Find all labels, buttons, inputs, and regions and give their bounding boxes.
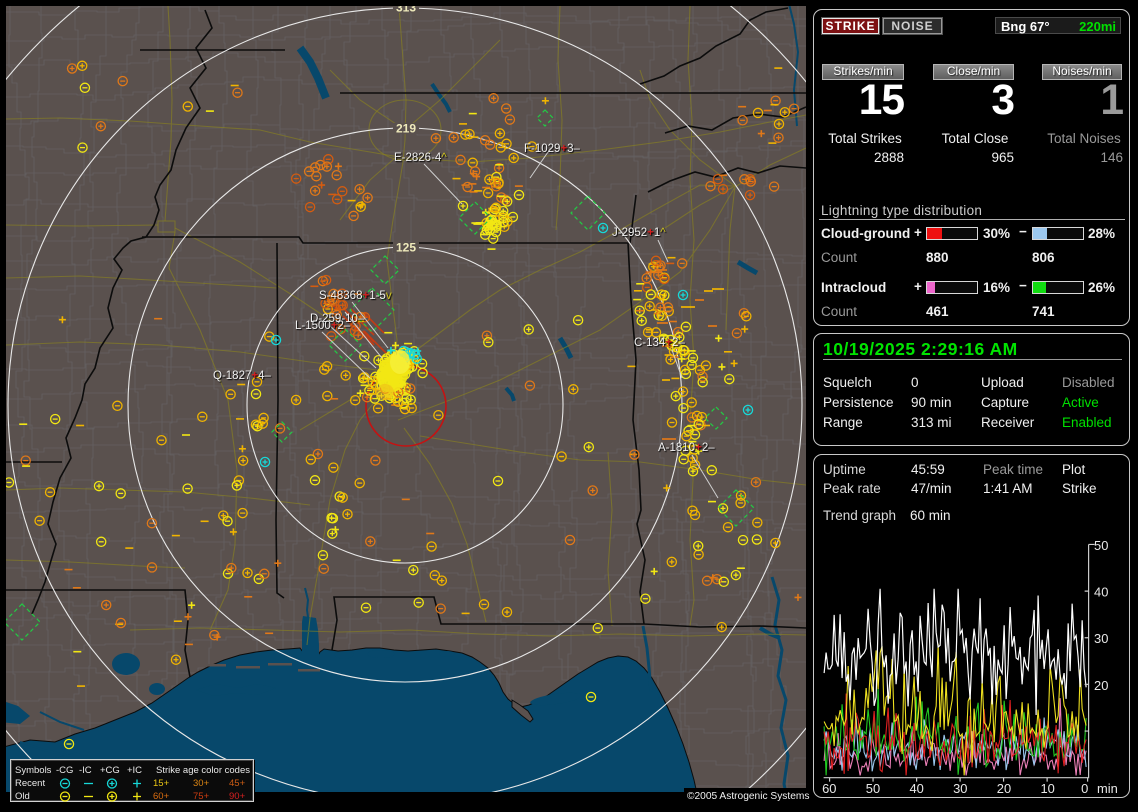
svg-text:A-1810+2–: A-1810+2–: [658, 442, 715, 454]
svg-text:L-1500+2–: L-1500+2–: [295, 320, 351, 332]
svg-text:0: 0: [1081, 781, 1088, 796]
svg-text:10: 10: [1040, 781, 1054, 796]
svg-text:J-2952+1^: J-2952+1^: [612, 227, 666, 239]
svg-text:Q-1827+4–: Q-1827+4–: [213, 370, 271, 382]
svg-text:40: 40: [909, 781, 923, 796]
svg-text:125: 125: [396, 241, 416, 255]
svg-text:S-48368+1-5v: S-48368+1-5v: [319, 290, 392, 302]
svg-text:40: 40: [1094, 585, 1108, 600]
svg-text:F-1029+3–: F-1029+3–: [524, 143, 581, 155]
svg-text:E-2826-4^: E-2826-4^: [394, 152, 447, 164]
svg-text:50: 50: [1094, 539, 1108, 553]
svg-text:30: 30: [1094, 631, 1108, 646]
svg-text:20: 20: [1094, 678, 1108, 693]
svg-text:219: 219: [396, 122, 416, 136]
svg-text:60: 60: [822, 781, 836, 796]
svg-text:313: 313: [396, 1, 416, 15]
svg-text:20: 20: [997, 781, 1011, 796]
svg-text:C-134+2–: C-134+2–: [634, 337, 685, 349]
svg-text:50: 50: [866, 781, 880, 796]
svg-text:D-259-10–: D-259-10–: [310, 313, 365, 325]
svg-text:min: min: [1097, 781, 1118, 796]
svg-text:30: 30: [953, 781, 967, 796]
